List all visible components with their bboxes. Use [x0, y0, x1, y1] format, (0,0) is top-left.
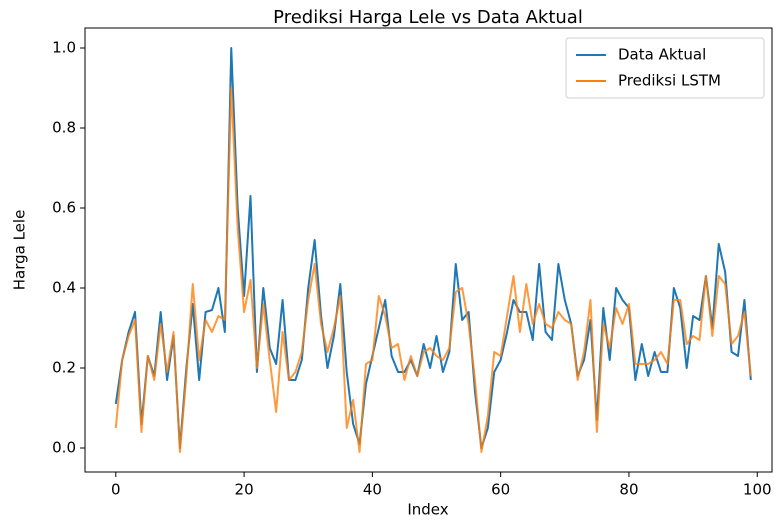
y-axis-label: Harga Lele [11, 210, 29, 291]
y-tick-label: 0.4 [52, 279, 76, 297]
y-tick-label: 0.8 [52, 119, 76, 137]
x-tick-label: 0 [111, 481, 121, 499]
x-tick-label: 100 [743, 481, 772, 499]
chart-title: Prediksi Harga Lele vs Data Aktual [273, 7, 583, 28]
y-tick-label: 0.0 [52, 439, 76, 457]
legend-label: Prediksi LSTM [618, 72, 721, 90]
data-line [114, 47, 752, 449]
y-tick-label: 0.2 [52, 359, 76, 377]
plot-frame [84, 27, 773, 473]
x-tick-label: 20 [235, 481, 254, 499]
data-line [114, 87, 752, 453]
y-tick-label: 1.0 [52, 39, 76, 57]
legend-label: Data Aktual [618, 46, 706, 64]
legend-box [565, 37, 765, 99]
x-tick-label: 60 [491, 481, 510, 499]
legend: Data Aktual Prediksi LSTM [565, 37, 765, 99]
y-tick-label: 0.6 [52, 199, 76, 217]
x-tick-label: 40 [363, 481, 382, 499]
x-tick-label: 80 [619, 481, 638, 499]
x-axis-label: Index [407, 501, 448, 519]
